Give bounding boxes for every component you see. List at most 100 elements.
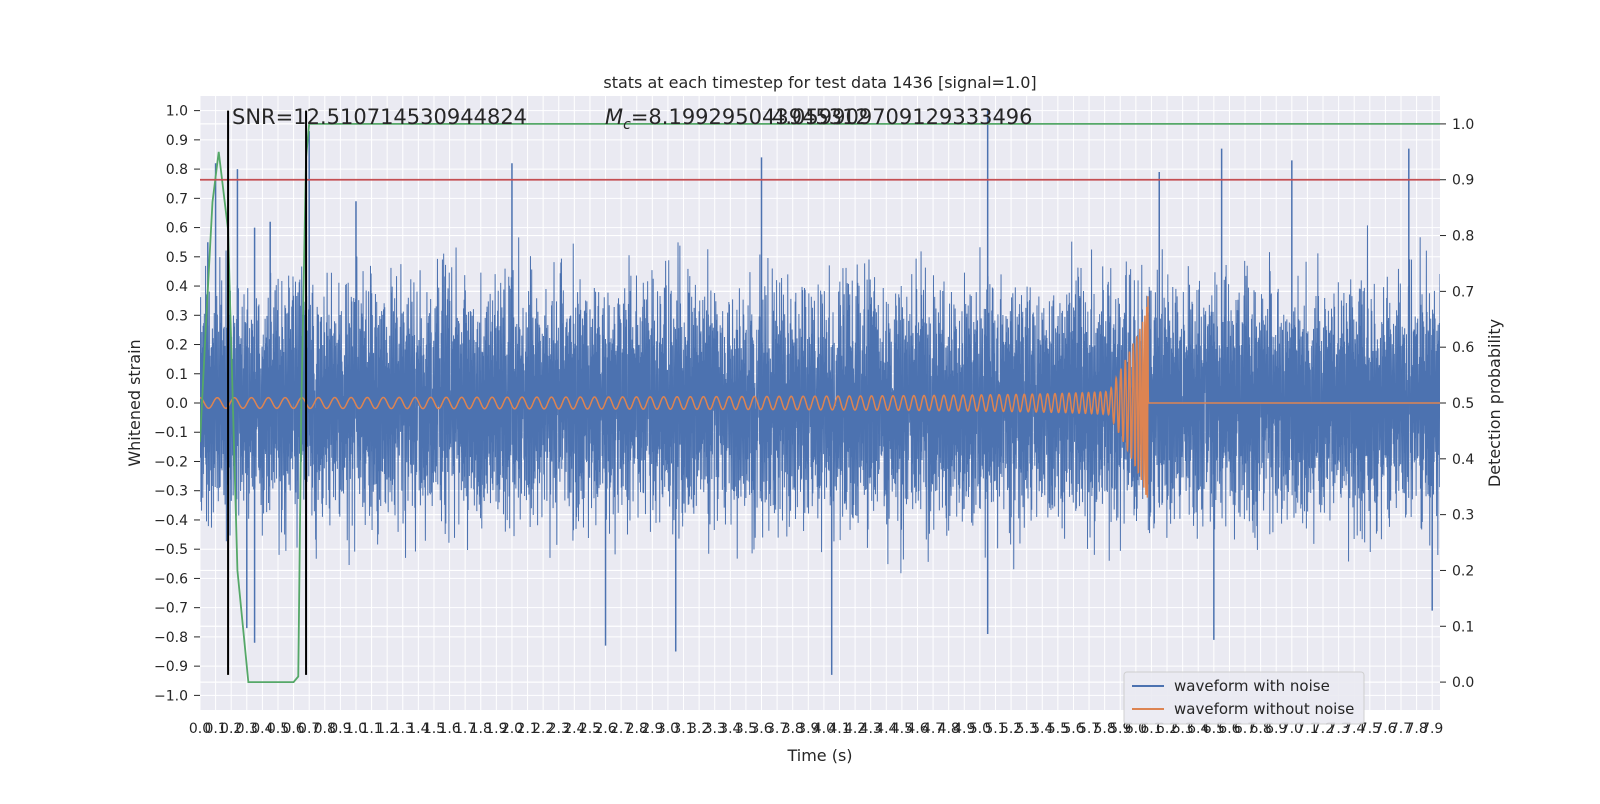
x-tick-label: 2.3 [548,721,570,737]
x-tick-label: 7.9 [1421,721,1443,737]
x-tick-label: 6.5 [1203,721,1225,737]
y-tick-label: −0.5 [154,542,188,558]
x-axis-label: Time (s) [786,746,852,765]
x-tick-label: 7.7 [1390,721,1412,737]
x-tick-label: 1.1 [360,721,382,737]
legend: waveform with noise waveform without noi… [1123,671,1365,725]
y-tick-label: −0.8 [154,630,188,646]
x-tick-label: 4.8 [938,721,960,737]
x-tick-label: 0.7 [298,721,320,737]
x-tick-label: 0.3 [236,721,258,737]
x-tick-label: 6.8 [1249,721,1271,737]
x-tick-label: 0.2 [220,721,242,737]
x-tick-label: 6.0 [1125,721,1147,737]
x-tick-label: 0.4 [251,721,273,737]
y-tick-label: −0.2 [154,454,188,470]
x-tick-label: 6.9 [1265,721,1287,737]
y-tick-label: −0.1 [154,425,188,441]
x-tick-label: 0.0 [189,721,211,737]
vertical-markers [227,110,308,675]
y-tick-label: 0.6 [166,221,188,237]
series-clean-line [200,296,1440,498]
x-tick-label: 4.3 [860,721,882,737]
x-tick-label: 7.8 [1405,721,1427,737]
x-tick-label: 6.7 [1234,721,1256,737]
x-tick-label: 3.1 [672,721,694,737]
y-tick-label: 0.2 [166,338,188,354]
x-tick-label: 0.1 [204,721,226,737]
plot-series [200,110,1440,683]
x-tick-label: 4.0 [813,721,835,737]
x-tick-label: 1.3 [392,721,414,737]
series-detection-probability-line [200,123,1440,683]
x-tick-label: 1.0 [345,721,367,737]
x-tick-label: 1.2 [376,721,398,737]
x-tick-label: 3.3 [704,721,726,737]
chirp-mass-overlap-annotation: 4.059909709129333496 [772,105,1033,129]
x-tick-label: 5.6 [1062,721,1084,737]
x-tick-label: 4.5 [891,721,913,737]
y2-tick-label: 0.6 [1452,340,1474,356]
x-tick-label: 1.9 [485,721,507,737]
x-tick-label: 6.4 [1187,721,1209,737]
legend-noise-label: waveform with noise [1174,677,1330,695]
x-tick-label: 4.2 [844,721,866,737]
y-tick-label: 0.3 [166,308,188,324]
x-tick-label: 4.1 [828,721,850,737]
y-tick-label: 0.1 [166,367,188,383]
x-tick-label: 3.9 [797,721,819,737]
x-tick-label: 5.0 [969,721,991,737]
x-tick-label: 7.4 [1343,721,1365,737]
y2-tick-label: 0.5 [1452,396,1474,412]
x-tick-label: 5.2 [1000,721,1022,737]
y2-tick-label: 0.3 [1452,508,1474,524]
x-tick-label: 2.7 [610,721,632,737]
y-tick-label: −0.7 [154,601,188,617]
x-tick-label: 5.1 [984,721,1006,737]
x-tick-label: 1.6 [438,721,460,737]
y-tick-label: 1.0 [166,104,188,120]
x-tick-label: 4.4 [875,721,897,737]
x-tick-label: 2.1 [516,721,538,737]
y-tick-label: 0.7 [166,191,188,207]
y-tick-label: 0.4 [166,279,188,295]
mc-value: =8.199295043945312 [631,105,869,129]
x-tick-label: 2.5 [579,721,601,737]
x-tick-label: 3.2 [688,721,710,737]
x-tick-label: 5.4 [1031,721,1053,737]
y2-tick-label: 0.0 [1452,675,1474,691]
y-tick-label: 0.9 [166,133,188,149]
x-tick-label: 2.8 [626,721,648,737]
x-tick-label: 3.8 [782,721,804,737]
x-tick-label: 1.8 [470,721,492,737]
y-tick-label: −0.4 [154,513,188,529]
x-tick-label: 2.6 [594,721,616,737]
y2-tick-label: 0.9 [1452,173,1474,189]
x-tick-label: 3.6 [750,721,772,737]
x-tick-label: 5.3 [1016,721,1038,737]
y-tick-label: −1.0 [154,688,188,704]
y2-axis-label: Detection probability [1485,319,1504,487]
x-tick-label: 3.5 [735,721,757,737]
x-tick-label: 2.0 [501,721,523,737]
x-tick-label: 0.5 [267,721,289,737]
y-tick-label: −0.3 [154,484,188,500]
chart-title: stats at each timestep for test data 143… [603,73,1036,92]
x-tick-label: 4.6 [906,721,928,737]
x-tick-label: 7.3 [1327,721,1349,737]
y-tick-label: 0.8 [166,162,188,178]
y-tick-label: −0.9 [154,659,188,675]
x-tick-label: 0.9 [329,721,351,737]
x-tick-label: 5.8 [1094,721,1116,737]
legend-clean-label: waveform without noise [1174,700,1354,718]
x-tick-label: 6.2 [1156,721,1178,737]
x-tick-label: 7.5 [1359,721,1381,737]
x-tick-label: 3.7 [766,721,788,737]
x-tick-label: 2.2 [532,721,554,737]
series-noise-line [200,225,1440,574]
x-tick-label: 6.3 [1172,721,1194,737]
snr-annotation: SNR=12.510714530944824 [232,105,527,129]
y2-tick-label: 0.2 [1452,563,1474,579]
x-tick-label: 2.9 [641,721,663,737]
